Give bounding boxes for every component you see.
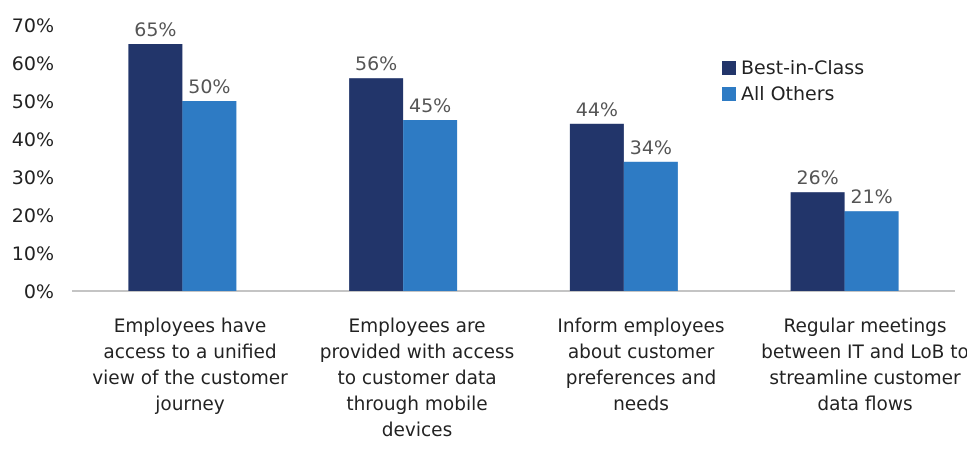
bar-best-in-class-1 (349, 78, 404, 291)
x-category-label: Employees have access to a unified view … (92, 316, 288, 415)
bar-best-in-class-3 (790, 192, 845, 291)
bars-group (128, 44, 899, 291)
y-tick-label: 30% (12, 167, 54, 189)
data-label: 44% (576, 99, 618, 121)
data-label: 21% (851, 186, 893, 208)
legend-item-best-in-class: Best-in-Class (722, 55, 864, 81)
legend: Best-in-Class All Others (722, 55, 864, 107)
y-tick-label: 60% (12, 53, 54, 75)
x-category-label: Regular meetings between IT and LoB to s… (761, 316, 967, 415)
bar-all-others-2 (623, 161, 678, 291)
data-label: 34% (630, 137, 672, 159)
y-tick-label: 50% (12, 91, 54, 113)
legend-label: All Others (741, 83, 835, 105)
data-label: 56% (355, 53, 397, 75)
bar-best-in-class-2 (569, 123, 624, 291)
x-category-label: Inform employees about customer preferen… (557, 316, 725, 415)
data-label: 45% (409, 95, 451, 117)
data-labels-group: 65% 50% 56% 45% 44% 34% 26% 21% (134, 19, 892, 208)
legend-label: Best-in-Class (741, 57, 865, 79)
legend-swatch-best-in-class (722, 61, 736, 75)
legend-item-all-others: All Others (722, 81, 864, 107)
data-label: 50% (188, 76, 230, 98)
bar-all-others-1 (403, 120, 458, 291)
bar-all-others-3 (844, 211, 899, 291)
y-axis: 0% 10% 20% 30% 40% 50% 60% 70% (12, 15, 54, 303)
x-category-label: Employees are provided with access to cu… (319, 316, 515, 441)
y-tick-label: 70% (12, 15, 54, 37)
y-tick-label: 10% (12, 243, 54, 265)
y-tick-label: 40% (12, 129, 54, 151)
data-label: 26% (797, 167, 839, 189)
data-label: 65% (134, 19, 176, 41)
legend-swatch-all-others (722, 87, 736, 101)
bar-all-others-0 (182, 101, 237, 291)
y-tick-label: 0% (24, 281, 54, 303)
bar-best-in-class-0 (128, 44, 183, 291)
y-tick-label: 20% (12, 205, 54, 227)
